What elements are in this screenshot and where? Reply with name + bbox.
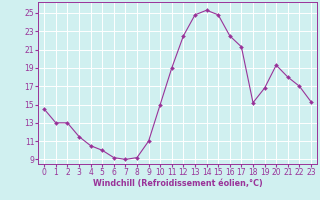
X-axis label: Windchill (Refroidissement éolien,°C): Windchill (Refroidissement éolien,°C) xyxy=(93,179,262,188)
